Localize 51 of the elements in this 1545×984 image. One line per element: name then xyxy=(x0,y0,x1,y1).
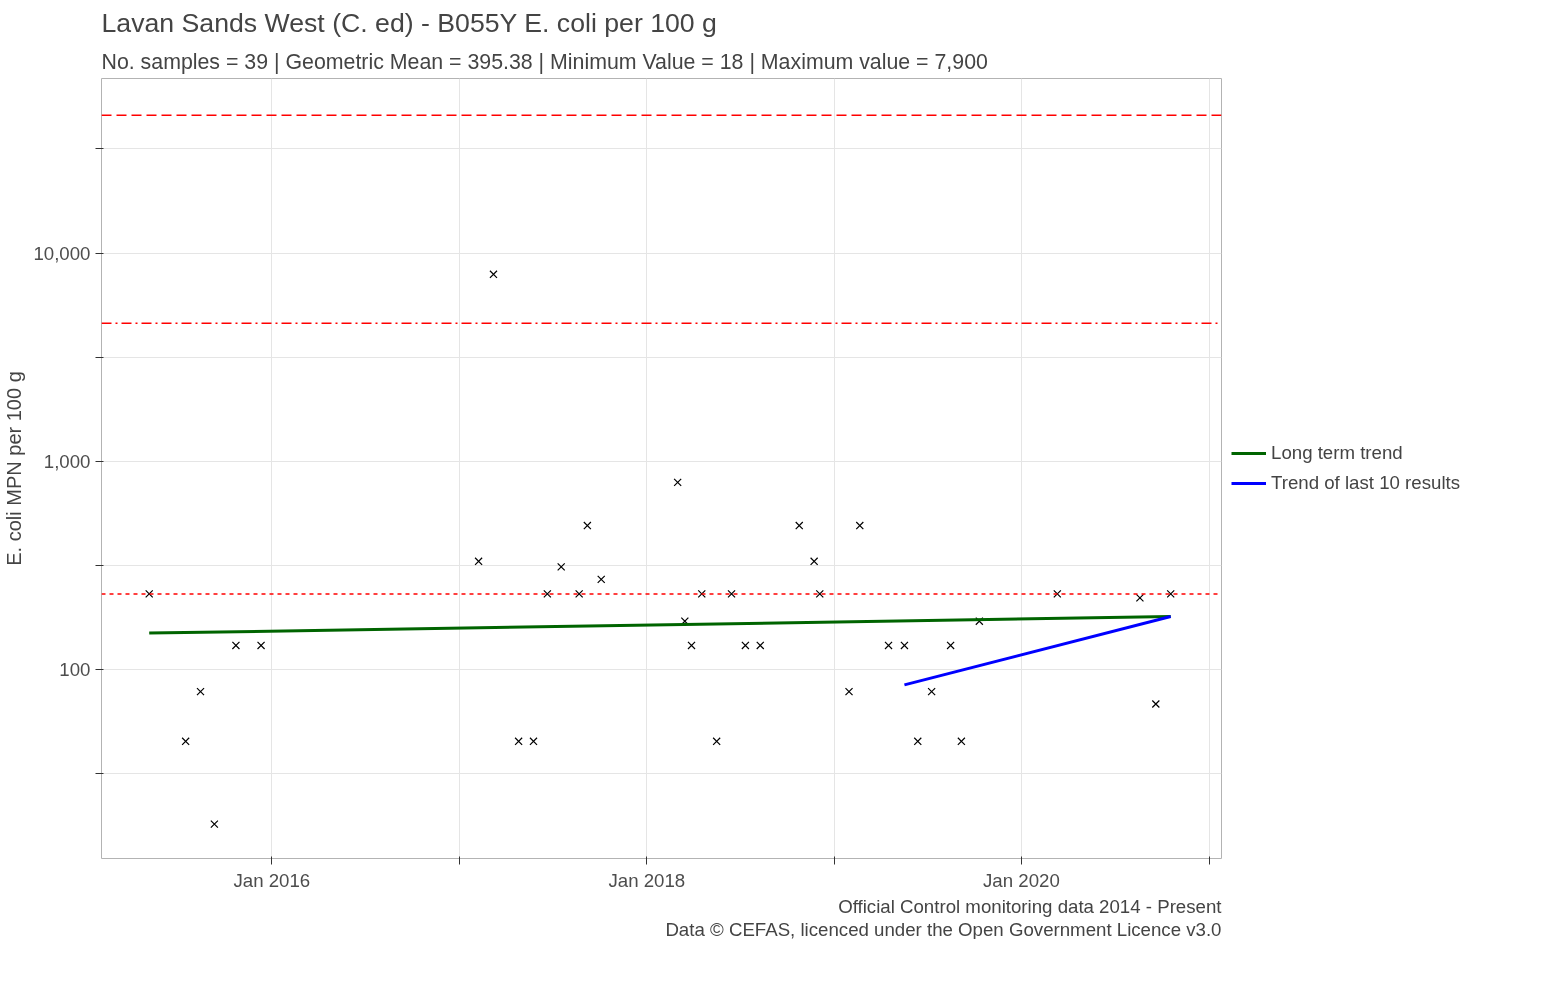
point xyxy=(1166,589,1175,599)
point xyxy=(712,737,721,746)
chart-subtitle: No. samples = 39 | Geometric Mean = 395.38 | Minimum Value = 18 | Maximum value = 7,900 xyxy=(101,49,989,74)
point xyxy=(697,589,706,599)
point xyxy=(673,478,682,487)
point xyxy=(474,557,483,566)
point xyxy=(727,589,736,599)
point xyxy=(597,575,606,584)
legend-label: Long term trend xyxy=(1271,442,1403,464)
x-tick-label: Jan 2018 xyxy=(608,869,686,891)
point xyxy=(196,687,205,696)
point xyxy=(489,270,498,279)
text: Data © CEFAS, licenced under the Open Government Licence v3.0 xyxy=(665,918,1222,940)
legend-label: Trend of last 10 results xyxy=(1271,472,1461,494)
y-tick-label: 100 xyxy=(59,658,91,680)
point xyxy=(1151,699,1160,709)
point xyxy=(855,521,864,530)
point xyxy=(687,641,696,650)
point xyxy=(557,562,566,572)
point xyxy=(957,737,966,746)
point xyxy=(543,589,552,599)
point xyxy=(145,589,154,599)
point xyxy=(844,687,854,696)
point xyxy=(756,641,765,650)
point xyxy=(575,589,584,599)
point xyxy=(741,641,750,650)
x-tick-label: Jan 2016 xyxy=(233,869,311,891)
point xyxy=(256,641,266,650)
point xyxy=(927,687,936,696)
point xyxy=(810,557,819,566)
x-tick-label: Jan 2020 xyxy=(983,869,1060,891)
point xyxy=(1053,589,1062,599)
point xyxy=(946,641,955,650)
point xyxy=(514,737,523,746)
point xyxy=(1135,593,1145,603)
point xyxy=(231,641,241,650)
point xyxy=(181,737,190,746)
chart-title: Lavan Sands West (C. ed) - B055Y E. coli per 100 g xyxy=(101,7,717,38)
point xyxy=(884,641,893,650)
point xyxy=(975,617,984,626)
text: Official Control monitoring data 2014 - Present xyxy=(838,895,1223,917)
point xyxy=(900,641,909,650)
y-tick-label: 1,000 xyxy=(43,450,91,472)
y-axis-title: E. coli MPN per 100 g xyxy=(3,371,26,566)
y-tick-label: 10,000 xyxy=(33,242,91,264)
point xyxy=(529,737,538,746)
point xyxy=(210,819,219,829)
point xyxy=(795,521,804,530)
point xyxy=(583,521,592,530)
point xyxy=(815,589,824,599)
point xyxy=(913,737,922,746)
